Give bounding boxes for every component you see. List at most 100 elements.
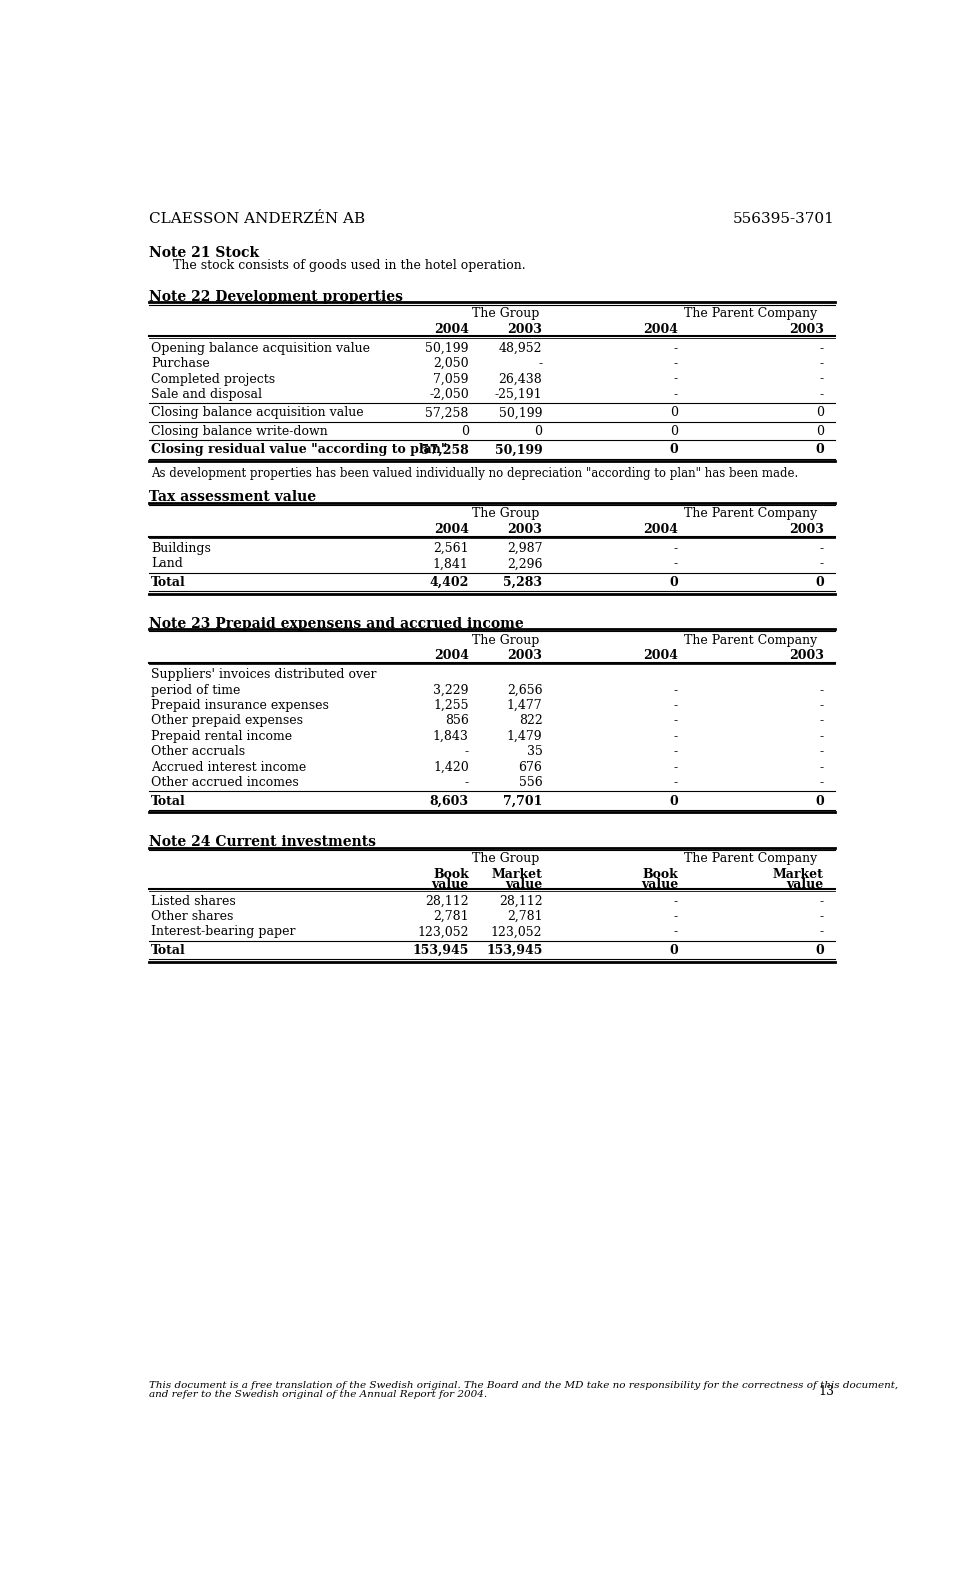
Text: Suppliers' invoices distributed over: Suppliers' invoices distributed over bbox=[151, 668, 376, 681]
Text: 8,603: 8,603 bbox=[430, 795, 468, 808]
Text: and refer to the Swedish original of the Annual Report for 2004.: and refer to the Swedish original of the… bbox=[150, 1389, 488, 1399]
Text: value: value bbox=[431, 878, 468, 890]
Text: Listed shares: Listed shares bbox=[151, 895, 236, 908]
Text: value: value bbox=[640, 878, 678, 890]
Text: Total: Total bbox=[151, 795, 185, 808]
Text: 676: 676 bbox=[518, 760, 542, 773]
Text: 0: 0 bbox=[815, 944, 824, 957]
Text: 57,258: 57,258 bbox=[425, 407, 468, 420]
Text: The Parent Company: The Parent Company bbox=[684, 307, 818, 320]
Text: 856: 856 bbox=[444, 714, 468, 727]
Text: -: - bbox=[820, 388, 824, 401]
Text: Sale and disposal: Sale and disposal bbox=[151, 388, 262, 401]
Text: 0: 0 bbox=[669, 577, 678, 589]
Text: Other shares: Other shares bbox=[151, 911, 233, 923]
Text: 50,199: 50,199 bbox=[499, 407, 542, 420]
Text: -: - bbox=[674, 760, 678, 773]
Text: 2003: 2003 bbox=[508, 323, 542, 336]
Text: Market: Market bbox=[492, 868, 542, 881]
Text: -: - bbox=[820, 372, 824, 385]
Text: 2,781: 2,781 bbox=[507, 911, 542, 923]
Text: -: - bbox=[820, 356, 824, 371]
Text: -: - bbox=[674, 714, 678, 727]
Text: 1,420: 1,420 bbox=[433, 760, 468, 773]
Text: Note 21 Stock: Note 21 Stock bbox=[150, 246, 259, 260]
Text: -: - bbox=[674, 776, 678, 789]
Text: Purchase: Purchase bbox=[151, 356, 209, 371]
Text: -: - bbox=[674, 388, 678, 401]
Text: 2,987: 2,987 bbox=[507, 542, 542, 554]
Text: -: - bbox=[820, 911, 824, 923]
Text: -: - bbox=[674, 542, 678, 554]
Text: 2003: 2003 bbox=[789, 523, 824, 535]
Text: 2004: 2004 bbox=[434, 649, 468, 662]
Text: 5,283: 5,283 bbox=[503, 577, 542, 589]
Text: Closing balance acquisition value: Closing balance acquisition value bbox=[151, 407, 364, 420]
Text: 0: 0 bbox=[670, 407, 678, 420]
Text: Tax assessment value: Tax assessment value bbox=[150, 491, 317, 504]
Text: -: - bbox=[674, 744, 678, 759]
Text: The stock consists of goods used in the hotel operation.: The stock consists of goods used in the … bbox=[173, 260, 525, 272]
Text: period of time: period of time bbox=[151, 684, 240, 697]
Text: 2003: 2003 bbox=[508, 649, 542, 662]
Text: 0: 0 bbox=[670, 425, 678, 437]
Text: -2,050: -2,050 bbox=[429, 388, 468, 401]
Text: Other prepaid expenses: Other prepaid expenses bbox=[151, 714, 303, 727]
Text: 28,112: 28,112 bbox=[425, 895, 468, 908]
Text: 4,402: 4,402 bbox=[429, 577, 468, 589]
Text: Closing residual value "according to plan": Closing residual value "according to pla… bbox=[151, 444, 447, 456]
Text: 3,229: 3,229 bbox=[433, 684, 468, 697]
Text: -: - bbox=[820, 714, 824, 727]
Text: 2004: 2004 bbox=[643, 523, 678, 535]
Text: Total: Total bbox=[151, 944, 185, 957]
Text: 0: 0 bbox=[669, 444, 678, 456]
Text: Interest-bearing paper: Interest-bearing paper bbox=[151, 925, 296, 938]
Text: As development properties has been valued individually no depreciation "accordin: As development properties has been value… bbox=[151, 467, 799, 480]
Text: 153,945: 153,945 bbox=[413, 944, 468, 957]
Text: 26,438: 26,438 bbox=[498, 372, 542, 385]
Text: Completed projects: Completed projects bbox=[151, 372, 276, 385]
Text: 50,199: 50,199 bbox=[494, 444, 542, 456]
Text: Prepaid rental income: Prepaid rental income bbox=[151, 730, 292, 743]
Text: 2003: 2003 bbox=[508, 523, 542, 535]
Text: -: - bbox=[820, 558, 824, 570]
Text: Note 22 Development properties: Note 22 Development properties bbox=[150, 290, 403, 304]
Text: -: - bbox=[674, 356, 678, 371]
Text: -: - bbox=[674, 895, 678, 908]
Text: 0: 0 bbox=[815, 795, 824, 808]
Text: 123,052: 123,052 bbox=[491, 925, 542, 938]
Text: The Group: The Group bbox=[472, 634, 540, 646]
Text: Market: Market bbox=[773, 868, 824, 881]
Text: -25,191: -25,191 bbox=[494, 388, 542, 401]
Text: -: - bbox=[820, 342, 824, 355]
Text: -: - bbox=[820, 925, 824, 938]
Text: 0: 0 bbox=[669, 944, 678, 957]
Text: The Parent Company: The Parent Company bbox=[684, 852, 818, 865]
Text: 0: 0 bbox=[816, 425, 824, 437]
Text: 123,052: 123,052 bbox=[418, 925, 468, 938]
Text: The Group: The Group bbox=[472, 307, 540, 320]
Text: 1,841: 1,841 bbox=[433, 558, 468, 570]
Text: Note 23 Prepaid expensens and accrued income: Note 23 Prepaid expensens and accrued in… bbox=[150, 616, 524, 630]
Text: -: - bbox=[820, 542, 824, 554]
Text: 0: 0 bbox=[815, 577, 824, 589]
Text: -: - bbox=[820, 776, 824, 789]
Text: Other accruals: Other accruals bbox=[151, 744, 245, 759]
Text: Prepaid insurance expenses: Prepaid insurance expenses bbox=[151, 699, 329, 713]
Text: 2,050: 2,050 bbox=[433, 356, 468, 371]
Text: 28,112: 28,112 bbox=[499, 895, 542, 908]
Text: 48,952: 48,952 bbox=[499, 342, 542, 355]
Text: 1,479: 1,479 bbox=[507, 730, 542, 743]
Text: 2,781: 2,781 bbox=[433, 911, 468, 923]
Text: Note 24 Current investments: Note 24 Current investments bbox=[150, 835, 376, 849]
Text: 2004: 2004 bbox=[643, 323, 678, 336]
Text: 556395-3701: 556395-3701 bbox=[732, 212, 834, 225]
Text: -: - bbox=[820, 895, 824, 908]
Text: -: - bbox=[674, 372, 678, 385]
Text: 0: 0 bbox=[535, 425, 542, 437]
Text: 0: 0 bbox=[815, 444, 824, 456]
Text: The Group: The Group bbox=[472, 852, 540, 865]
Text: -: - bbox=[674, 699, 678, 713]
Text: 153,945: 153,945 bbox=[486, 944, 542, 957]
Text: The Group: The Group bbox=[472, 507, 540, 520]
